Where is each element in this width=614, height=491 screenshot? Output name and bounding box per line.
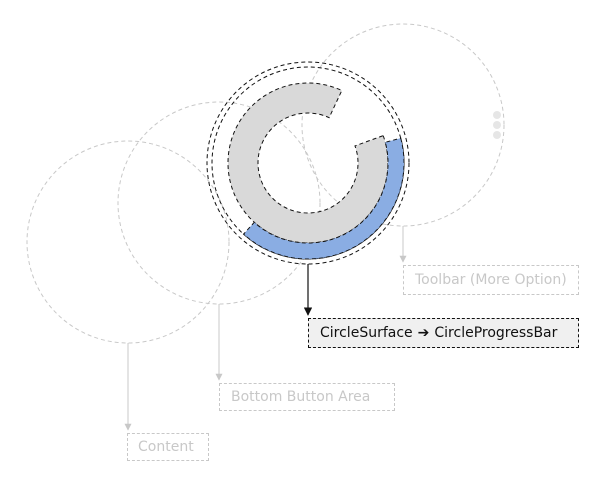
more-option-icon (493, 111, 501, 139)
toolbar-label: Toolbar (More Option) (415, 272, 567, 288)
progress-indicator (242, 137, 405, 260)
circle-progress-bar-callout: CircleSurface ➔ CircleProgressBar (308, 318, 579, 348)
circle-progress-bar-label: CircleProgressBar (434, 325, 558, 341)
bottom-button-area-label: Bottom Button Area (231, 389, 371, 405)
toolbar-layer-circle (301, 23, 505, 227)
content-layer-circle (26, 140, 230, 344)
progress-track (227, 82, 389, 244)
bottom-button-area-circle (117, 101, 321, 305)
content-callout: Content (127, 433, 209, 461)
toolbar-callout: Toolbar (More Option) (403, 265, 579, 295)
content-label: Content (138, 439, 194, 455)
circle-surface-outer-ring (206, 61, 410, 265)
bottom-button-area-callout: Bottom Button Area (219, 383, 395, 411)
right-arrow-icon: ➔ (417, 325, 430, 341)
circle-surface-label: CircleSurface (320, 325, 413, 341)
